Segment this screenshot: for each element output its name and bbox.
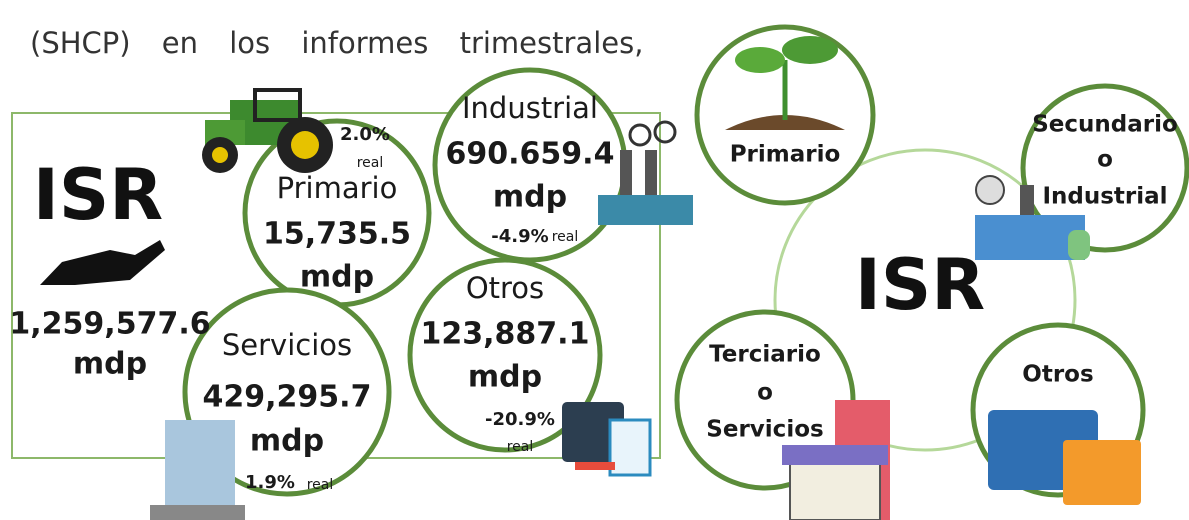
sector-change: -4.9% <box>491 226 548 247</box>
building-icon <box>150 420 245 520</box>
node-label: Terciario <box>709 342 821 368</box>
sector-change-note: real <box>507 439 534 455</box>
sector-name: Industrial <box>462 91 598 125</box>
sector-unit: mdp <box>250 424 324 459</box>
node-label: Servicios <box>706 417 823 443</box>
sector-name: Primario <box>277 171 398 205</box>
node-label: o <box>757 380 773 406</box>
sector-amount: 123,887.1 <box>421 317 590 352</box>
total-label: ISR <box>33 154 163 236</box>
sector-unit: mdp <box>468 360 542 395</box>
sector-unit: mdp <box>300 260 374 295</box>
sector-change: 2.0% <box>340 124 390 145</box>
total-unit: mdp <box>73 347 147 382</box>
sector-name: Otros <box>466 271 544 305</box>
total-amount: 1,259,577.6 <box>9 307 210 342</box>
sector-change-note: real <box>357 155 384 171</box>
node-label: Industrial <box>1042 184 1167 210</box>
sector-name: Servicios <box>222 328 352 362</box>
node-label: Primario <box>730 142 841 168</box>
sector-change-note: real <box>552 229 579 245</box>
node-label: Otros <box>1022 362 1093 388</box>
hand-icon <box>40 240 165 285</box>
sector-amount: 429,295.7 <box>203 380 372 415</box>
diagram-center: ISR <box>855 244 985 326</box>
briefcase-icon <box>562 402 650 475</box>
node-label: Secundario <box>1032 112 1178 138</box>
sector-amount: 690.659.4 <box>446 137 615 172</box>
sector-change-note: real <box>307 477 334 493</box>
infographic: (SHCP) en los informes trimestrales, ISR 1… <box>0 0 1189 520</box>
sector-change: -20.9% <box>485 409 555 430</box>
header-text: (SHCP) en los informes trimestrales, <box>30 26 643 60</box>
sector-unit: mdp <box>493 180 567 215</box>
sector-change: 1.9% <box>245 472 295 493</box>
sector-amount: 15,735.5 <box>263 217 411 252</box>
node-label: o <box>1097 147 1113 173</box>
